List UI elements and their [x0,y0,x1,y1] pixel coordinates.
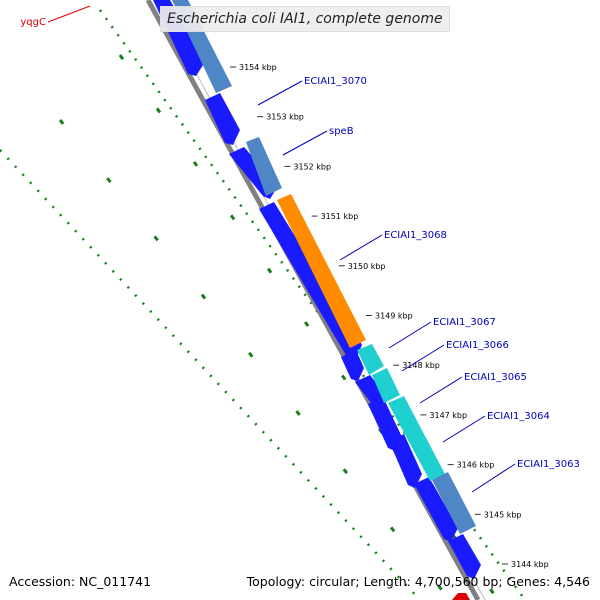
gc-track-inner [98,9,527,600]
kbp-label: 3149 kbp [375,312,413,321]
kbp-label: 3146 kbp [457,461,495,470]
gene-label-ECIAI1_3064[interactable]: ECIAI1_3064 [487,411,550,422]
gene-cyan-ECIAI1_3064[interactable] [388,396,445,481]
gc-track [0,9,527,600]
kbp-label: 3150 kbp [348,262,386,271]
gene-label-leader [419,376,463,404]
genome-summary-text: Topology: circular; Length: 4,700,560 bp… [246,574,590,589]
gene-label-leader [47,5,91,23]
kbp-label: 3151 kbp [321,212,359,221]
gene-reverse[interactable] [432,472,476,534]
gene-label-yqgC[interactable]: yqgC [20,17,46,28]
gene-forward[interactable] [205,93,240,145]
gene-forward[interactable] [368,397,402,451]
genome-title: Escherichia coli IAI1, complete genome [160,6,450,32]
kbp-label: 3154 kbp [239,63,277,72]
gene-label-ECIAI1_3070[interactable]: ECIAI1_3070 [304,76,367,87]
kbp-label: 3152 kbp [293,162,331,171]
gene-label-ECIAI1_3065[interactable]: ECIAI1_3065 [464,372,527,383]
kbp-scale: 3154 kbp 3153 kbp 3152 kbp 3151 kbp 3150 kbp… [230,63,549,569]
gene-forward[interactable] [341,350,364,381]
gene-cyan-ECIAI1_3066[interactable] [357,344,384,375]
kbp-label: 3148 kbp [402,361,440,370]
gene-reverse[interactable] [246,137,282,196]
gene-label-leader [388,321,432,349]
kbp-label: 3147 kbp [429,411,467,420]
gene-label-ECIAI1_3063[interactable]: ECIAI1_3063 [517,459,580,470]
gene-label-ECIAI1_3066[interactable]: ECIAI1_3066 [446,340,509,351]
kbp-label: 3145 kbp [484,510,522,519]
gene-label-speB[interactable]: speB [329,126,354,137]
accession-text: Accession: NC_011741 [9,574,152,589]
gene-label-leader [282,130,328,156]
gene-label-leader [442,415,486,443]
gene-orange-ECIAI1_3068[interactable] [277,194,366,348]
gene-label-leader [339,234,383,261]
kbp-label: 3144 kbp [511,560,549,569]
red-feature-marker [452,593,470,600]
gene-label-ECIAI1_3068[interactable]: ECIAI1_3068 [384,230,447,241]
gene-label-leader [257,80,303,106]
gene-forward[interactable] [259,202,362,360]
kbp-label: 3153 kbp [266,113,304,122]
gene-cyan-ECIAI1_3065[interactable] [372,368,400,403]
gene-forward[interactable] [448,534,481,579]
gene-label-leader [471,463,516,493]
gene-label-ECIAI1_3067[interactable]: ECIAI1_3067 [433,317,496,328]
gene-forward[interactable] [389,434,422,488]
gene-label-leader [401,344,445,372]
gene-forward[interactable] [414,477,458,542]
gene-labels: yqgC ECIAI1_3070 speB ECIAI1_3068 ECIAI1_306… [20,5,580,493]
